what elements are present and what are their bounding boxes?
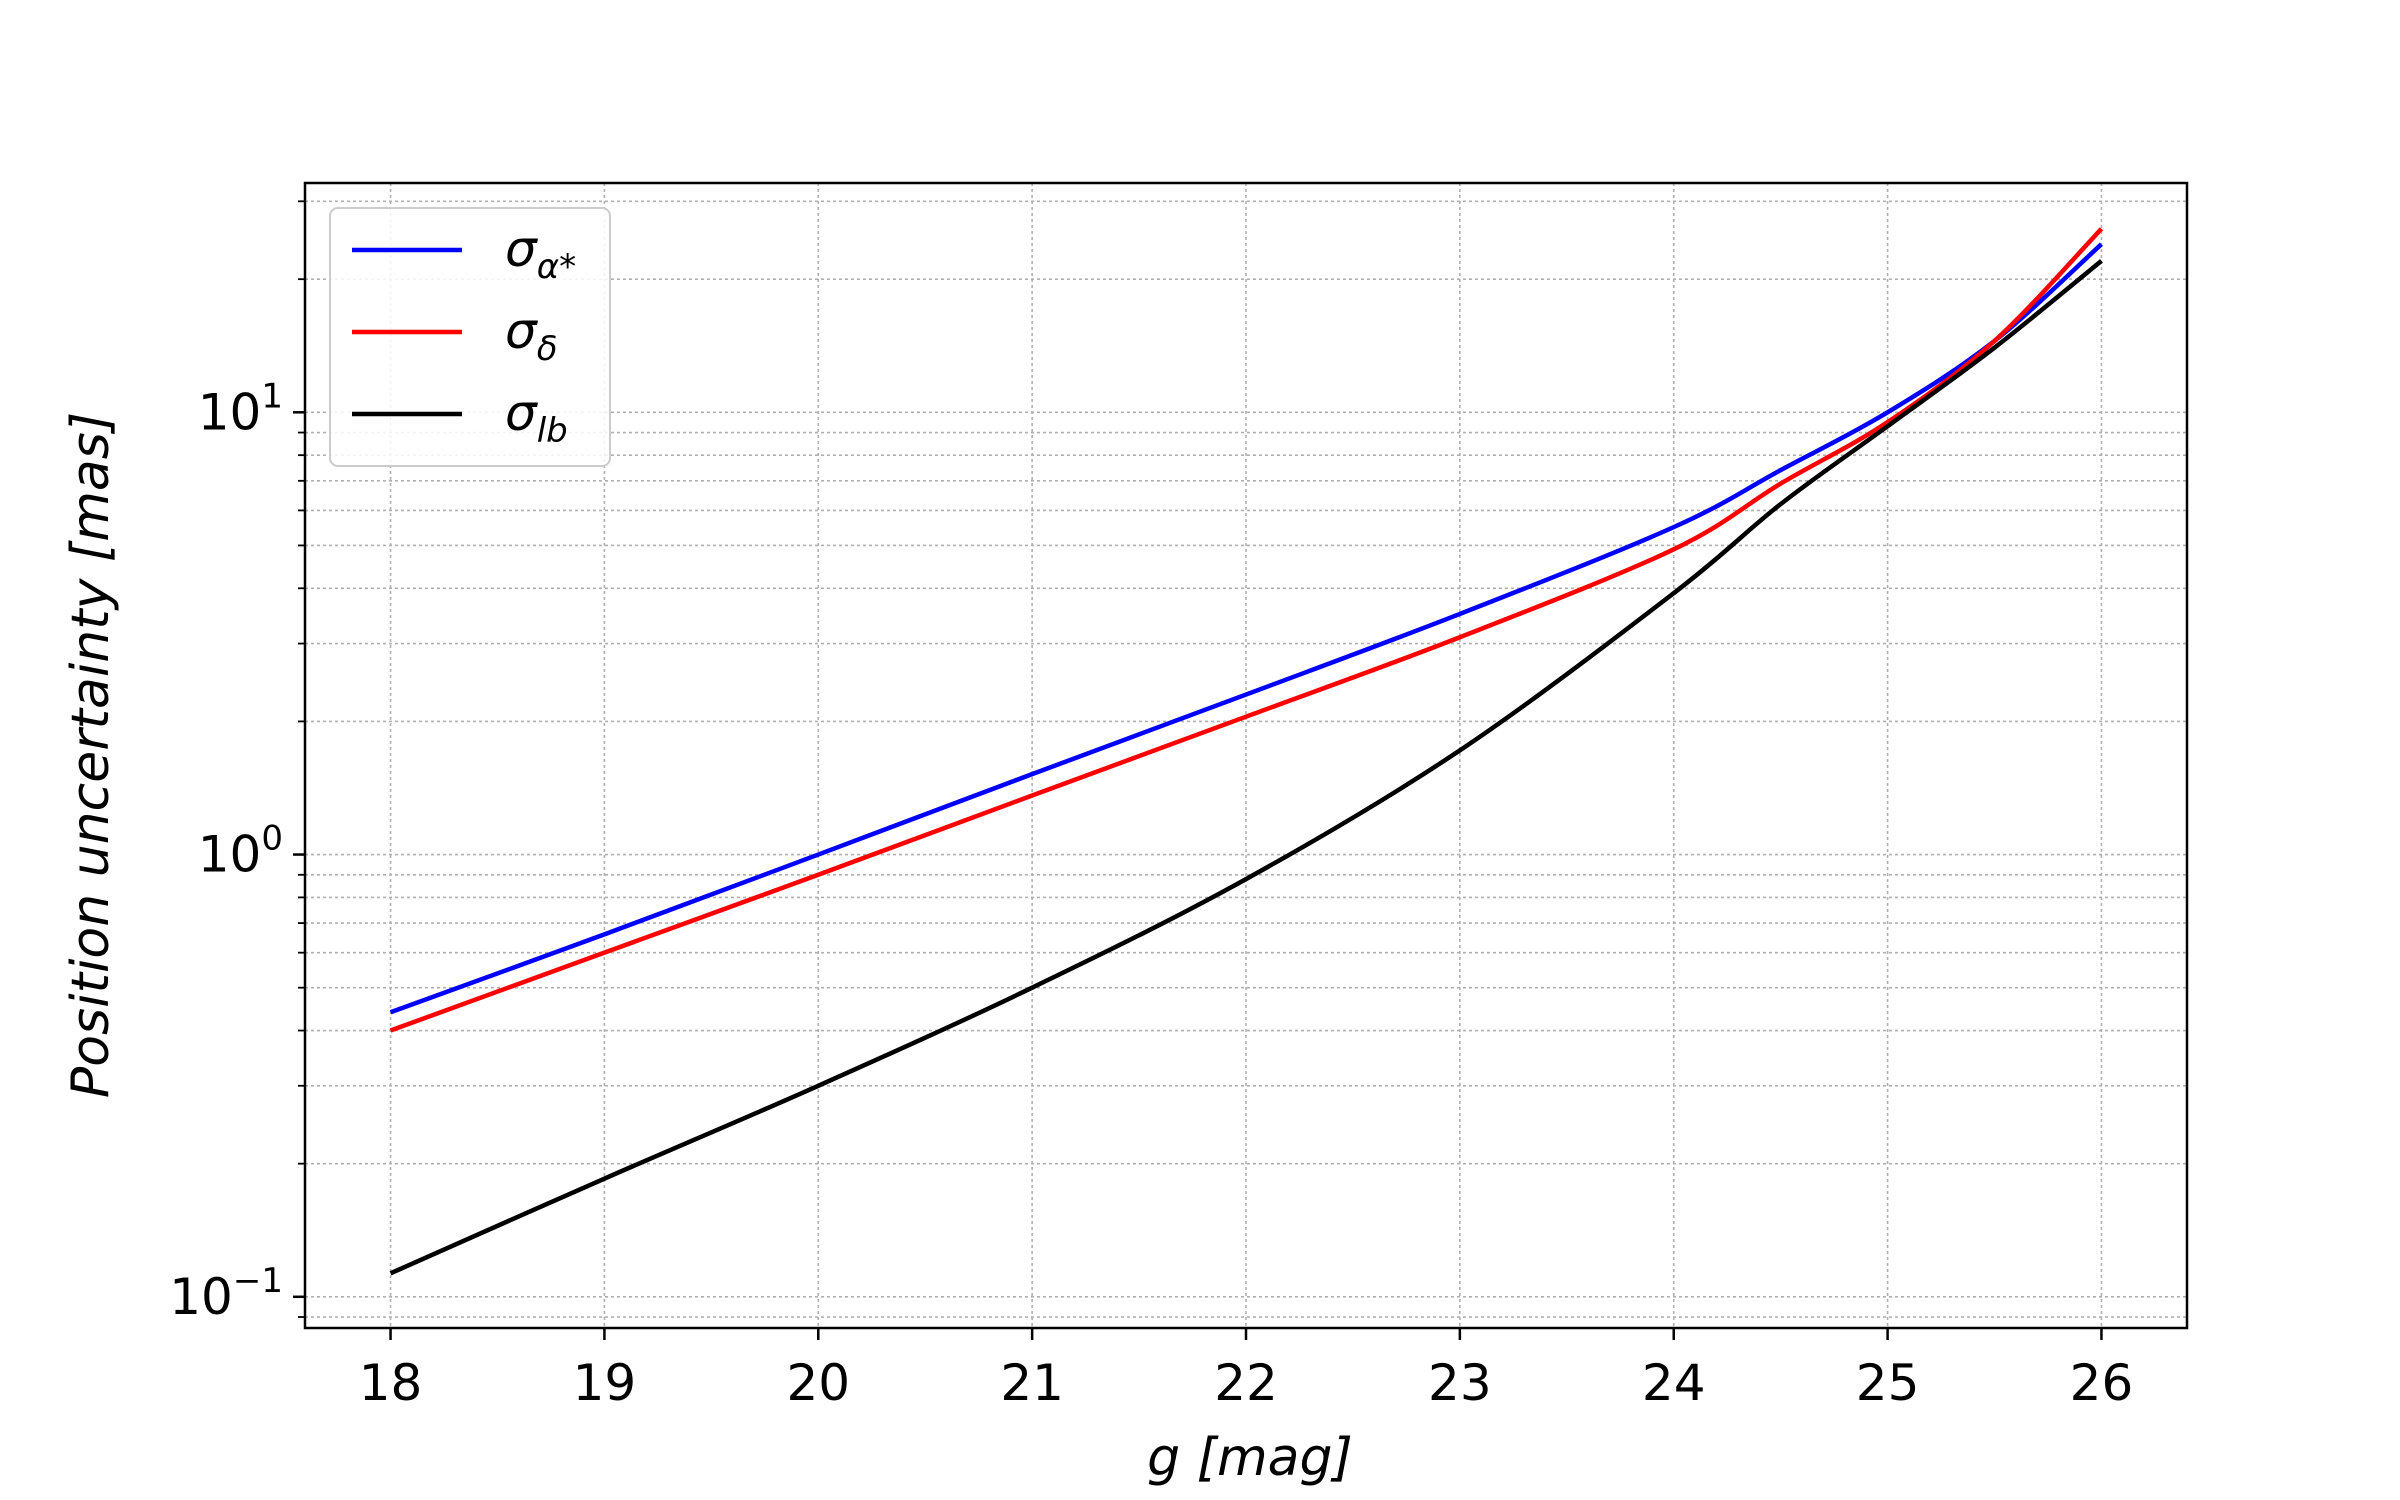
legend: σα* σδ σlb <box>329 207 611 467</box>
series-line-0 <box>389 242 2103 1015</box>
axis-ticks: 18 19 20 21 22 23 24 25 26 10−1 100 101 <box>169 200 2134 1412</box>
x-tick-label: 21 <box>1000 1354 1064 1412</box>
x-tick-label: 20 <box>786 1354 850 1412</box>
legend-label-1: σδ <box>505 302 558 369</box>
legend-box <box>329 207 611 467</box>
y-axis-label: Position uncertainty [mas] <box>61 412 121 1098</box>
x-tick-label: 22 <box>1214 1354 1278 1412</box>
x-axis-label: g [mag] <box>1147 1428 1353 1488</box>
x-tick-label: 23 <box>1428 1354 1492 1412</box>
y-tick-label: 101 <box>198 376 283 441</box>
x-tick-label: 25 <box>1856 1354 1920 1412</box>
legend-label-2: σlb <box>505 384 568 451</box>
series-line-1 <box>389 227 2104 1033</box>
y-tick-label: 100 <box>198 819 283 884</box>
grid <box>305 183 2187 1328</box>
x-tick-label: 18 <box>359 1354 423 1412</box>
series-line-2 <box>389 259 2103 1276</box>
x-tick-label: 26 <box>2070 1354 2134 1412</box>
legend-label-0: σα* <box>505 220 576 287</box>
x-tick-label: 24 <box>1642 1354 1706 1412</box>
series-lines <box>389 227 2104 1276</box>
x-tick-label: 19 <box>573 1354 637 1412</box>
y-tick-label: 10−1 <box>169 1261 283 1326</box>
